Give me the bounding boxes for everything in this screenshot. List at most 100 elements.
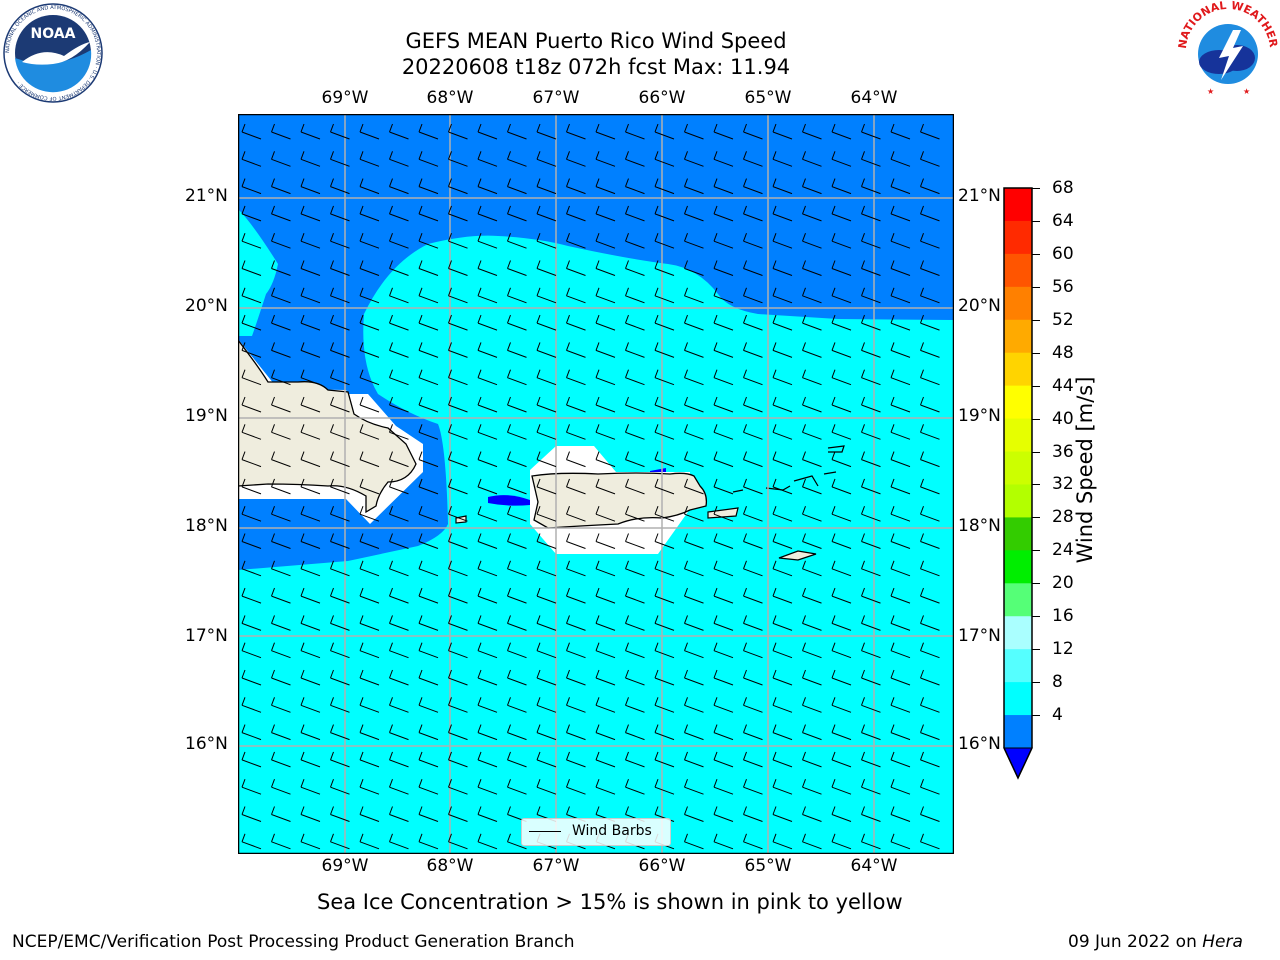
- wind-barb: [448, 669, 468, 686]
- wind-barb: [831, 833, 852, 850]
- wind-barb: [448, 587, 468, 604]
- wind-barb: [477, 669, 498, 686]
- wind-barb: [241, 396, 262, 413]
- wind-barb: [920, 424, 940, 440]
- wind-barb: [890, 669, 911, 686]
- wind-barb: [477, 560, 498, 577]
- wind-barb: [595, 178, 616, 195]
- wind-barb: [595, 587, 616, 604]
- wind-barb: [300, 369, 321, 386]
- colorbar-segment: [1004, 188, 1032, 222]
- wind-barb: [477, 123, 498, 140]
- wind-barb: [654, 342, 675, 358]
- wind-barb: [831, 233, 852, 249]
- wind-barb: [566, 123, 586, 140]
- wind-barb: [389, 506, 409, 522]
- colorbar-segment: [1004, 550, 1032, 584]
- wind-barb: [772, 697, 793, 713]
- wind-barb: [300, 151, 321, 167]
- wind-barb: [920, 833, 940, 850]
- wind-barb: [772, 205, 793, 222]
- wind-barb: [359, 205, 380, 222]
- wind-barb: [418, 642, 439, 659]
- wind-barb: [831, 615, 852, 631]
- wind-barb: [713, 151, 734, 167]
- wind-barb: [359, 506, 380, 522]
- lat-label-left: 18°N: [185, 516, 228, 536]
- wind-barb: [507, 669, 527, 686]
- wind-barb: [271, 260, 291, 276]
- wind-barb: [625, 123, 645, 140]
- wind-barb: [713, 533, 734, 549]
- wind-barb: [330, 779, 350, 795]
- wind-barb: [861, 451, 881, 468]
- lon-label-top: 66°W: [638, 88, 686, 108]
- wind-barb: [802, 642, 822, 659]
- wind-barb: [831, 369, 852, 386]
- wind-barb: [625, 342, 645, 358]
- wind-barb: [271, 697, 291, 713]
- colorbar-tick-label: 12: [1052, 639, 1074, 660]
- colorbar-segment: [1004, 649, 1032, 683]
- wind-barb: [684, 697, 704, 713]
- wind-barb: [684, 833, 704, 850]
- wind-barb: [713, 178, 734, 195]
- wind-barb: [772, 642, 793, 659]
- wind-barb: [389, 669, 409, 686]
- wind-barb: [595, 478, 616, 495]
- colorbar-segment: [1004, 286, 1032, 321]
- wind-barb: [359, 724, 380, 741]
- wind-barb: [271, 779, 291, 795]
- island-outline: [707, 507, 739, 519]
- wind-barb: [418, 751, 439, 768]
- wind-barb: [536, 396, 557, 413]
- wind-barb: [625, 697, 645, 713]
- colorbar-segment: [1004, 715, 1032, 749]
- wind-barb: [418, 478, 439, 495]
- wind-barb: [300, 833, 321, 850]
- wind-barb: [625, 560, 645, 577]
- wind-barb: [890, 205, 911, 222]
- wind-barb: [684, 615, 704, 631]
- wind-barb: [566, 342, 586, 358]
- wind-barb: [536, 314, 557, 331]
- wind-barb: [389, 123, 409, 140]
- wind-barb: [625, 779, 645, 795]
- colorbar-tick-label: 44: [1052, 375, 1074, 396]
- wind-barb: [448, 697, 468, 713]
- wind-barb: [536, 424, 557, 440]
- wind-barb: [861, 833, 881, 850]
- wind-barb: [861, 587, 881, 604]
- lon-label-top: 65°W: [744, 88, 792, 108]
- wind-barb: [802, 123, 822, 140]
- wind-barb: [448, 314, 468, 331]
- wind-barb: [330, 151, 350, 167]
- wind-barb: [684, 533, 704, 549]
- lon-label-top: 67°W: [532, 88, 580, 108]
- colorbar-label: Wind Speed [m/s]: [1073, 376, 1097, 564]
- wind-barb: [684, 369, 704, 386]
- wind-barb: [507, 424, 527, 440]
- wind-barb: [300, 314, 321, 331]
- wind-barb: [802, 806, 822, 822]
- wind-barb: [359, 178, 380, 195]
- wind-barb: [861, 478, 881, 495]
- wind-barb: [684, 560, 704, 577]
- wind-barb: [271, 396, 291, 413]
- wind-barb: [477, 833, 498, 850]
- wind-barb: [920, 533, 940, 549]
- wind-barb: [359, 779, 380, 795]
- lon-label-bottom: 65°W: [744, 856, 792, 876]
- wind-barb: [418, 697, 439, 713]
- wind-barb: [684, 779, 704, 795]
- wind-barb: [448, 533, 468, 549]
- wind-barb: [300, 178, 321, 195]
- wind-barb: [713, 287, 734, 304]
- wind-barb: [241, 314, 262, 331]
- wind-barb: [507, 123, 527, 140]
- wind-barb: [831, 205, 852, 222]
- wind-barb: [772, 369, 793, 386]
- title-line-1: GEFS MEAN Puerto Rico Wind Speed: [405, 29, 787, 53]
- wind-barb: [566, 205, 586, 222]
- wind-barb: [359, 587, 380, 604]
